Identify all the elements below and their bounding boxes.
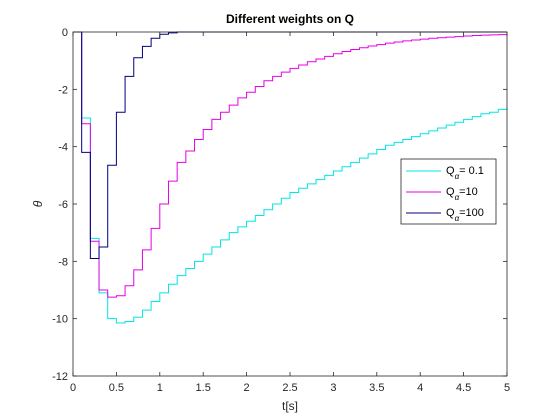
x-tick-label: 0 (70, 382, 76, 394)
x-tick-label: 0.5 (109, 382, 124, 394)
y-tick-label: -12 (52, 371, 68, 383)
x-tick-label: 5 (504, 382, 510, 394)
y-axis-label: θ (31, 200, 45, 207)
x-tick-label: 3.5 (369, 382, 384, 394)
chart-title: Different weights on Q (226, 12, 354, 26)
y-tick-label: -6 (58, 199, 68, 211)
x-axis-label: t[s] (282, 399, 298, 413)
x-tick-label: 2.5 (282, 382, 297, 394)
y-tick-label: -4 (58, 142, 68, 154)
x-tick-label: 1.5 (196, 382, 211, 394)
x-tick-label: 2 (244, 382, 250, 394)
y-tick-label: 0 (62, 27, 68, 39)
x-tick-label: 1 (157, 382, 163, 394)
x-tick-label: 4.5 (456, 382, 471, 394)
x-tick-label: 3 (330, 382, 336, 394)
y-tick-label: -10 (52, 314, 68, 326)
y-tick-label: -2 (58, 84, 68, 96)
y-tick-label: -8 (58, 256, 68, 268)
x-tick-label: 4 (417, 382, 423, 394)
